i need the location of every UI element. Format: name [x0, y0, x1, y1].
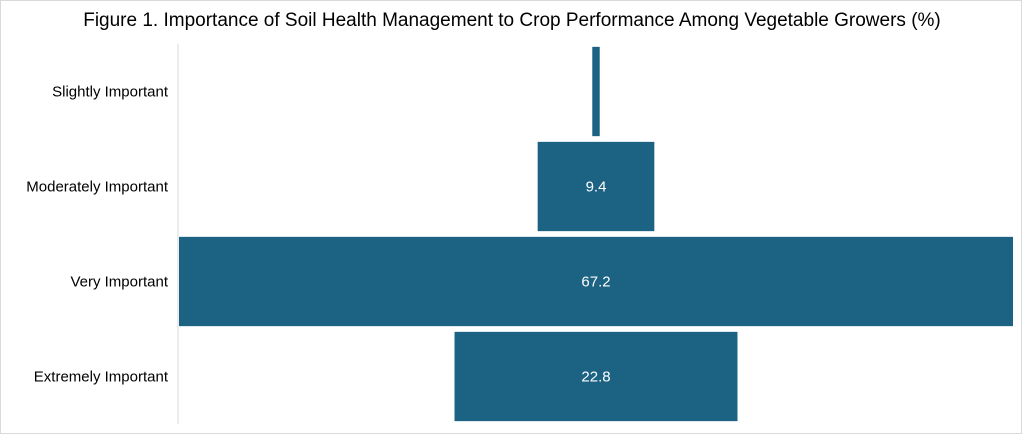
category-label: Very Important — [70, 274, 168, 291]
category-labels-group: Slightly Important Moderately Important Ve… — [26, 84, 169, 386]
data-labels-group: 9.4 67.2 22.8 — [581, 179, 610, 386]
bar-very-important — [179, 236, 1013, 327]
bar-extremely-important — [454, 331, 738, 422]
data-label: 67.2 — [581, 274, 610, 291]
bar-moderately-important — [537, 141, 655, 232]
data-label: 22.8 — [581, 369, 610, 386]
bars-group — [179, 46, 1013, 422]
category-label: Slightly Important — [52, 84, 169, 101]
category-label: Moderately Important — [26, 179, 169, 196]
bar-slightly-important — [592, 46, 600, 137]
chart-title: Figure 1. Importance of Soil Health Mana… — [83, 10, 941, 31]
data-label: 9.4 — [586, 179, 607, 196]
category-label: Extremely Important — [34, 369, 169, 386]
